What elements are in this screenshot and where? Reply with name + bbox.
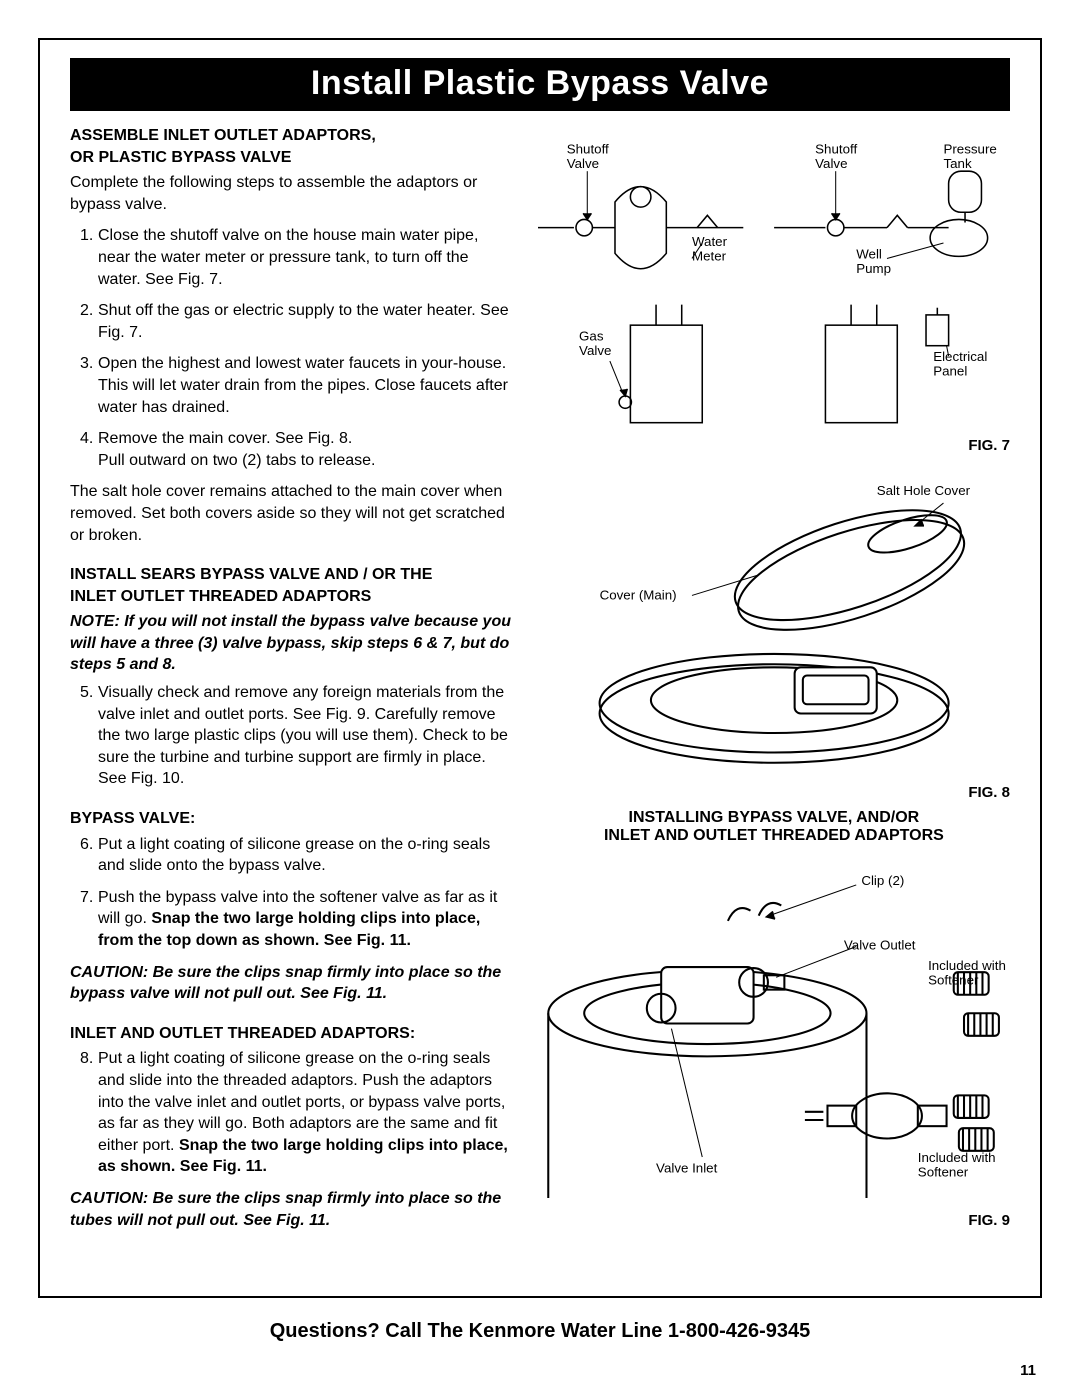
step-5: 5.Visually check and remove any foreign …	[84, 682, 512, 790]
fig7-shutoff2: ShutoffValve	[815, 142, 857, 171]
section3-caution: CAUTION: Be sure the clips snap firmly i…	[70, 962, 512, 1005]
figure-8: Salt Hole Cover Cover (Main) FIG. 8	[538, 462, 1010, 801]
section2-note: NOTE: If you will not install the bypass…	[70, 611, 512, 676]
figure-8-svg: Salt Hole Cover Cover (Main)	[538, 462, 1010, 780]
fig7-well: WellPump	[856, 246, 891, 275]
section2-heading: INSTALL SEARS BYPASS VALVE AND / OR THE …	[70, 564, 512, 607]
step-1: 1.Close the shutoff valve on the house m…	[84, 225, 512, 290]
page-border: Install Plastic Bypass Valve ASSEMBLE IN…	[38, 38, 1042, 1298]
step-8: 8.Put a light coating of silicone grease…	[84, 1048, 512, 1178]
right-column: ShutoffValve ShutoffValve PressureTank W…	[538, 125, 1010, 1243]
step-3: 3.Open the highest and lowest water fauc…	[84, 353, 512, 418]
two-column-layout: ASSEMBLE INLET OUTLET ADAPTORS, OR PLAST…	[70, 125, 1010, 1243]
fig9-incl2: Included withSoftener	[918, 1150, 996, 1179]
fig9-label: FIG. 9	[538, 1212, 1010, 1229]
fig8-salt: Salt Hole Cover	[877, 483, 971, 498]
fig7-label: FIG. 7	[538, 437, 1010, 454]
fig7-shutoff1: ShutoffValve	[567, 142, 609, 171]
step-2: 2.Shut off the gas or electric supply to…	[84, 300, 512, 343]
fig7-pressure: PressureTank	[943, 142, 996, 171]
section4-heading: INLET AND OUTLET THREADED ADAPTORS:	[70, 1023, 512, 1045]
page-title: Install Plastic Bypass Valve	[311, 64, 769, 102]
fig9-inlet: Valve Inlet	[656, 1161, 718, 1176]
section3: BYPASS VALVE: 6.Put a light coating of s…	[70, 808, 512, 1005]
section3-steps: 6.Put a light coating of silicone grease…	[70, 834, 512, 952]
section4-steps: 8.Put a light coating of silicone grease…	[70, 1048, 512, 1178]
fig7-elec: ElectricalPanel	[933, 349, 987, 378]
figure-7-svg: ShutoffValve ShutoffValve PressureTank W…	[538, 125, 1010, 433]
right-heading: INSTALLING BYPASS VALVE, AND/OR INLET AN…	[538, 809, 1010, 845]
section1-after: The salt hole cover remains attached to …	[70, 481, 512, 546]
fig9-incl1: Included withSoftener	[928, 958, 1006, 987]
section2: INSTALL SEARS BYPASS VALVE AND / OR THE …	[70, 564, 512, 790]
figure-9: Clip (2) Valve Outlet Valve Inlet Includ…	[538, 849, 1010, 1229]
fig7-meter: WaterMeter	[692, 234, 728, 263]
left-column: ASSEMBLE INLET OUTLET ADAPTORS, OR PLAST…	[70, 125, 512, 1243]
footer-text: Questions? Call The Kenmore Water Line 1…	[38, 1320, 1042, 1343]
page-title-bar: Install Plastic Bypass Valve	[70, 58, 1010, 111]
section2-steps: 5.Visually check and remove any foreign …	[70, 682, 512, 790]
step-6: 6.Put a light coating of silicone grease…	[84, 834, 512, 877]
section4-caution: CAUTION: Be sure the clips snap firmly i…	[70, 1188, 512, 1231]
figure-9-svg: Clip (2) Valve Outlet Valve Inlet Includ…	[538, 849, 1010, 1208]
section1-heading: ASSEMBLE INLET OUTLET ADAPTORS, OR PLAST…	[70, 125, 512, 168]
section1-intro: Complete the following steps to assemble…	[70, 172, 512, 215]
section1-steps: 1.Close the shutoff valve on the house m…	[70, 225, 512, 471]
figure-7: ShutoffValve ShutoffValve PressureTank W…	[538, 125, 1010, 454]
section4: INLET AND OUTLET THREADED ADAPTORS: 8.Pu…	[70, 1023, 512, 1231]
section3-heading: BYPASS VALVE:	[70, 808, 512, 830]
page-number: 11	[1020, 1362, 1036, 1379]
fig8-cover: Cover (Main)	[599, 588, 676, 603]
step-7: 7.Push the bypass valve into the softene…	[84, 887, 512, 952]
step-4: 4.Remove the main cover. See Fig. 8.Pull…	[84, 428, 512, 471]
fig9-outlet: Valve Outlet	[844, 938, 916, 953]
fig8-label: FIG. 8	[538, 784, 1010, 801]
fig7-gas: GasValve	[579, 329, 611, 358]
fig9-clip: Clip (2)	[861, 873, 904, 888]
